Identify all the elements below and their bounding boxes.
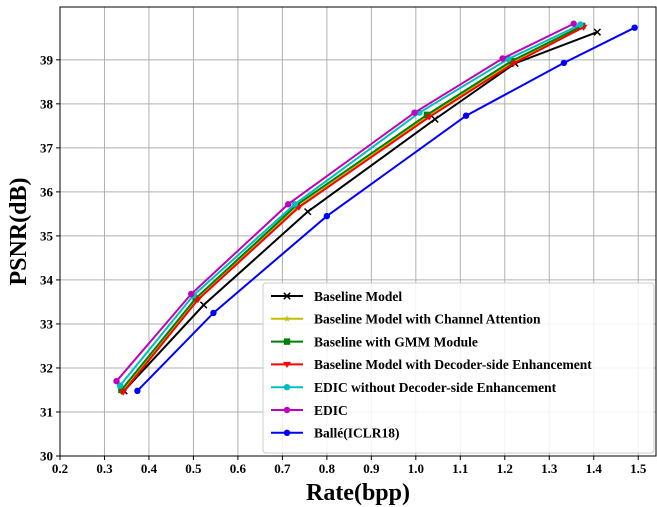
data-point — [577, 21, 584, 28]
x-tick-label: 0.5 — [185, 461, 202, 476]
legend-entry: EDIC without Decoder-side Enhancement — [271, 380, 557, 395]
x-tick-label: 1.3 — [541, 461, 558, 476]
legend-marker — [283, 406, 291, 414]
legend-box — [262, 282, 655, 454]
data-point — [199, 301, 208, 309]
y-tick-label: 33 — [40, 316, 54, 331]
data-point — [210, 309, 217, 317]
legend-marker — [283, 361, 291, 368]
x-tick-label: 0.6 — [230, 461, 247, 476]
legend: Baseline Model Baseline Model with Channe… — [262, 282, 655, 454]
legend-entry: Baseline Model with Channel Attention — [271, 312, 541, 327]
series-line — [123, 31, 598, 392]
legend-label: EDIC without Decoder-side Enhancement — [314, 380, 557, 395]
data-point — [119, 389, 128, 396]
x-tick-label: 1.5 — [630, 461, 647, 476]
x-tick-label: 0.2 — [52, 461, 68, 476]
data-point — [304, 207, 312, 216]
x-tick-label: 0.4 — [141, 461, 158, 476]
data-point — [560, 59, 568, 67]
data-point — [193, 297, 202, 304]
legend-label: Baseline with GMM Module — [314, 334, 478, 349]
legend-label: Baseline Model — [314, 289, 402, 304]
data-point — [291, 201, 299, 208]
x-tick-label: 1.2 — [497, 461, 513, 476]
data-point — [509, 60, 518, 67]
y-tick-label: 38 — [40, 96, 54, 111]
y-tick-label: 34 — [40, 272, 54, 287]
series-5 — [113, 20, 577, 385]
series-line — [119, 23, 581, 387]
legend-marker — [283, 429, 291, 436]
y-axis-title: PSNR(dB) — [6, 177, 32, 285]
plot-frame — [59, 6, 657, 457]
legend-entry: EDIC — [271, 403, 348, 418]
data-point — [284, 201, 292, 208]
data-point — [411, 109, 418, 116]
x-tick-label: 1.0 — [408, 461, 424, 476]
legend-label: Ballé(ICLR18) — [314, 426, 400, 441]
series-6 — [134, 24, 638, 395]
data-point — [431, 115, 439, 123]
x-tick-label: 0.8 — [319, 461, 336, 476]
x-tick-label: 0.9 — [363, 461, 380, 476]
data-point — [116, 382, 124, 389]
x-tick-label: 1.1 — [452, 461, 468, 476]
legend-marker — [283, 314, 291, 322]
y-tick-label: 31 — [40, 404, 53, 419]
legend-entry: Baseline Model with Decoder-side Enhance… — [271, 357, 592, 372]
y-tick-label: 39 — [40, 52, 54, 67]
series-line — [115, 22, 575, 382]
series-4 — [116, 21, 584, 389]
legend-label: EDIC — [314, 403, 348, 418]
x-axis-title: Rate(bpp) — [306, 480, 410, 506]
legend-entry: Baseline Model — [271, 289, 402, 304]
data-point — [570, 20, 577, 27]
series-line — [136, 26, 636, 392]
legend-entry: Baseline with GMM Module — [271, 334, 478, 349]
data-point — [134, 387, 141, 395]
data-point — [631, 24, 638, 31]
data-point — [499, 55, 506, 62]
data-point — [462, 112, 470, 119]
data-point — [188, 290, 195, 298]
y-tick-label: 32 — [40, 360, 53, 375]
legend-marker — [283, 292, 291, 300]
data-point — [593, 28, 602, 36]
y-tick-label: 35 — [40, 228, 54, 243]
y-tick-label: 37 — [40, 140, 54, 155]
series-line — [120, 25, 583, 391]
series-line — [122, 26, 584, 393]
ticks: 0.2 0.3 0.4 0.5 0.6 0.7 0.8 0.9 1.0 1.1 1.2 1.3 1.4 1… — [40, 52, 647, 476]
legend-label: Baseline Model with Decoder-side Enhance… — [314, 357, 592, 372]
data-point — [113, 377, 120, 385]
x-tick-label: 0.3 — [96, 461, 113, 476]
data-point — [425, 114, 434, 121]
data-point — [323, 212, 331, 220]
series-layer — [113, 20, 638, 396]
legend-marker — [283, 338, 291, 345]
legend-entry: Ballé(ICLR18) — [271, 426, 400, 441]
x-tick-label: 1.4 — [586, 461, 603, 476]
y-tick-label: 36 — [40, 184, 54, 199]
legend-label: Baseline Model with Channel Attention — [314, 312, 541, 327]
legend-marker — [283, 384, 291, 391]
x-tick-label: 0.7 — [274, 461, 291, 476]
y-tick-label: 30 — [40, 449, 53, 464]
